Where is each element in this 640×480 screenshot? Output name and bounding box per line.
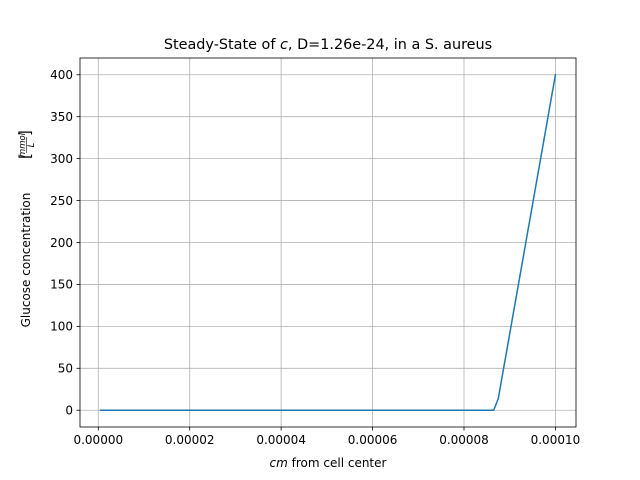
x-tick-label: 0.00006 xyxy=(348,433,398,447)
x-tick-label: 0.00000 xyxy=(73,433,123,447)
unit-bracket-right: ] xyxy=(16,130,34,136)
series-layer xyxy=(99,73,557,411)
y-tick-label: 50 xyxy=(58,362,73,376)
unit-denominator: L xyxy=(27,142,37,147)
y-axis-label-text: Glucose concentration xyxy=(19,193,33,328)
y-tick-label: 250 xyxy=(50,194,73,208)
unit-numerator: mmol xyxy=(18,132,28,157)
y-ticks: 0 50 100 150 200 250 300 350 400 xyxy=(50,68,80,418)
y-axis-unit: [ mmol L ] xyxy=(16,130,37,159)
x-ticks: 0.00000 0.00002 0.00004 0.00006 0.00008 0.000… xyxy=(73,427,580,447)
x-tick-label: 0.00004 xyxy=(256,433,306,447)
y-tick-label: 200 xyxy=(50,236,73,250)
y-axis-label: Glucose concentration [ mmol L ] xyxy=(16,130,37,327)
y-tick-label: 400 xyxy=(50,68,73,82)
y-tick-label: 150 xyxy=(50,278,73,292)
y-tick-label: 100 xyxy=(50,320,73,334)
unit-bracket-left: [ xyxy=(16,153,34,159)
x-tick-label: 0.00010 xyxy=(531,433,581,447)
y-tick-label: 300 xyxy=(50,152,73,166)
series-line-0 xyxy=(99,73,557,411)
x-axis-label: cm from cell center xyxy=(270,456,387,470)
x-tick-label: 0.00002 xyxy=(165,433,215,447)
y-tick-label: 0 xyxy=(65,404,73,418)
chart-title: Steady-State of c, D=1.26e-24, in a S. a… xyxy=(164,37,492,53)
y-tick-label: 350 xyxy=(50,110,73,124)
x-tick-label: 0.00008 xyxy=(439,433,489,447)
